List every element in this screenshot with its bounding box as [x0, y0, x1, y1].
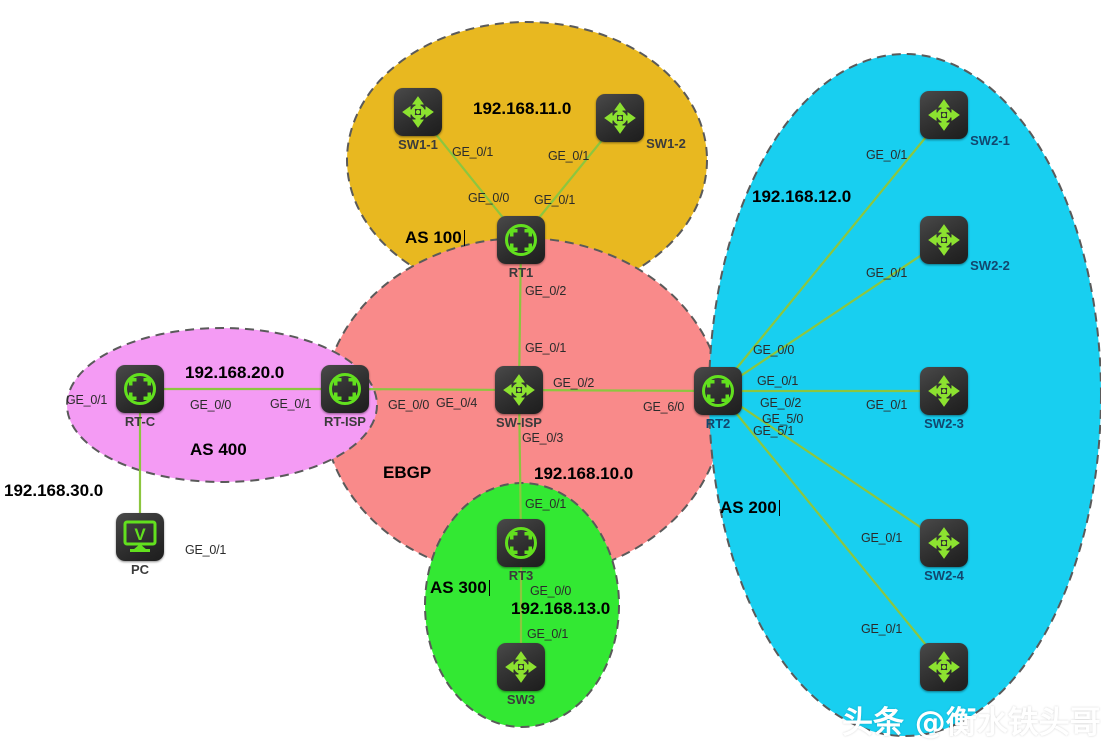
iface-rt1-ge02: GE_0/2: [525, 284, 567, 298]
iface-rt2-ge01: GE_0/1: [757, 374, 799, 388]
iface-sw22-ge01: GE_0/1: [866, 266, 908, 280]
pc-icon: V: [116, 513, 164, 561]
text-caret: [778, 500, 780, 516]
node-label: RT1: [508, 265, 534, 280]
node-label: SW2-1: [970, 133, 1010, 148]
switch-icon: [920, 216, 968, 264]
link-rt2-to-sw2-1: [717, 114, 945, 392]
link-rt2-to-sw2-5: [717, 390, 945, 668]
switch-icon: [596, 94, 644, 142]
iface-rtisp-ge00: GE_0/0: [388, 398, 430, 412]
iface-swisp-ge02: GE_0/2: [553, 376, 595, 390]
iface-rtc-ge00: GE_0/0: [190, 398, 232, 412]
subnet-192-168-10-0: 192.168.10.0: [534, 464, 634, 483]
zone-label-text: AS 400: [190, 440, 247, 459]
as100-label: AS 100: [405, 228, 465, 248]
switch-icon: [920, 91, 968, 139]
router-icon: [497, 519, 545, 567]
link-sw-isp-to-rt2: [518, 388, 719, 393]
link-rt2-to-sw2-2: [717, 239, 945, 392]
node-label: RT-ISP: [324, 414, 366, 429]
iface-rt2-ge60: GE_6/0: [643, 400, 685, 414]
node-label: SW1-2: [646, 136, 686, 151]
iface-rt2-ge02: GE_0/2: [760, 396, 802, 410]
node-label: PC: [130, 562, 150, 577]
node-label: SW2-3: [924, 416, 964, 431]
iface-swisp-ge01: GE_0/1: [525, 341, 567, 355]
switch-icon: [920, 367, 968, 415]
link-rt2-to-sw2-4: [717, 390, 945, 544]
iface-sw24-ge01: GE_0/1: [861, 531, 903, 545]
node-label: SW-ISP: [496, 415, 542, 430]
subnet-192-168-13-0: 192.168.13.0: [511, 599, 611, 618]
node-label: RT2: [705, 416, 731, 431]
zone-label-text: EBGP: [383, 463, 432, 482]
zone-label-text: AS 300: [430, 578, 487, 597]
router-icon: [321, 365, 369, 413]
iface-pc-ge01: GE_0/1: [185, 543, 227, 557]
node-label: SW3: [506, 692, 536, 707]
text-caret: [488, 580, 490, 596]
iface-rt3-ge01: GE_0/1: [525, 497, 567, 511]
iface-rt2-ge51: GE_5/1: [753, 424, 795, 438]
iface-sw1-2-ge01: GE_0/1: [548, 149, 590, 163]
subnet-192-168-11-0: 192.168.11.0: [473, 99, 572, 118]
switch-icon: [920, 643, 968, 691]
link-rt1-to-sw-isp: [517, 239, 523, 391]
ebgp-label: EBGP: [383, 463, 431, 483]
switch-icon: [394, 88, 442, 136]
link-sw-isp-to-rt3: [517, 389, 523, 544]
subnet-192-168-12-0: 192.168.12.0: [752, 187, 852, 206]
iface-sw25-ge01: GE_0/1: [861, 622, 903, 636]
switch-icon: [495, 366, 543, 414]
node-label: RT-C: [124, 414, 156, 429]
zone-label-text: AS 200: [720, 498, 777, 517]
router-icon: [694, 367, 742, 415]
router-icon: [497, 216, 545, 264]
iface-sw3-ge01: GE_0/1: [527, 627, 569, 641]
link-rt-isp-to-sw-isp: [344, 387, 520, 392]
router-icon: [116, 365, 164, 413]
as200-label: AS 200: [720, 498, 780, 518]
iface-rt1-ge00: GE_0/0: [468, 191, 510, 205]
as300-label: AS 300: [430, 578, 490, 598]
switch-icon: [497, 643, 545, 691]
iface-sw21-ge01: GE_0/1: [866, 148, 908, 162]
iface-swisp-ge04: GE_0/4: [436, 396, 478, 410]
subnet-192-168-20-0: 192.168.20.0: [185, 363, 285, 382]
watermark-text: 头条 @衡水铁头哥: [842, 705, 1101, 741]
iface-rt1-ge01: GE_0/1: [534, 193, 576, 207]
text-caret: [463, 230, 465, 246]
switch-icon: [920, 519, 968, 567]
iface-rtisp-ge01: GE_0/1: [270, 397, 312, 411]
iface-swisp-ge03: GE_0/3: [522, 431, 564, 445]
svg-text:V: V: [134, 525, 146, 544]
subnet-192-168-30-0: 192.168.30.0: [4, 481, 104, 500]
iface-rt2-ge50: GE_5/0: [762, 412, 804, 426]
iface-rt2-ge00: GE_0/0: [753, 343, 795, 357]
node-label: SW2-2: [970, 258, 1010, 273]
zone-label-text: AS 100: [405, 228, 462, 247]
node-label: SW1-1: [398, 137, 438, 152]
as400-label: AS 400: [190, 440, 247, 460]
iface-rtc-ge01: GE_0/1: [66, 393, 108, 407]
iface-sw1-1-ge01: GE_0/1: [452, 145, 494, 159]
iface-rt3-ge00: GE_0/0: [530, 584, 572, 598]
node-label: SW2-4: [924, 568, 964, 583]
iface-sw23-ge01: GE_0/1: [866, 398, 908, 412]
node-label: RT3: [508, 568, 534, 583]
